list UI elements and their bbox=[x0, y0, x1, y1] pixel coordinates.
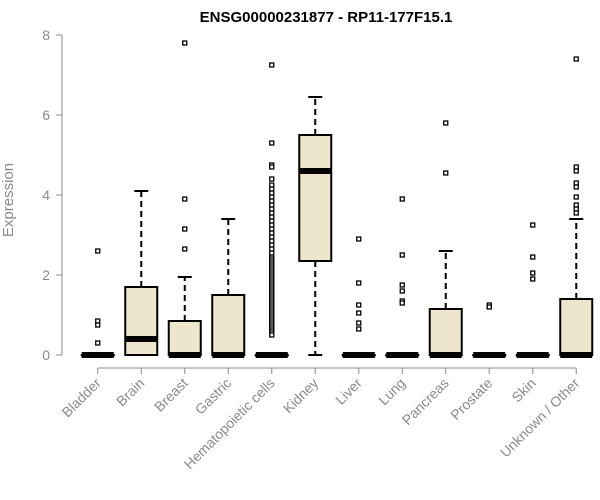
outlier-point bbox=[573, 210, 579, 216]
box-iqr bbox=[298, 134, 333, 262]
outlier-point bbox=[573, 168, 579, 174]
x-tick-label: Breast bbox=[151, 375, 191, 415]
y-tick-label: 4 bbox=[42, 187, 50, 203]
outlier-point bbox=[269, 164, 275, 170]
box-pancreas bbox=[428, 120, 463, 358]
x-tick-label: Kidney bbox=[280, 375, 322, 417]
outlier-point bbox=[443, 120, 449, 126]
box-gastric bbox=[211, 218, 246, 358]
outlier-point bbox=[399, 288, 405, 294]
outlier-point bbox=[269, 62, 275, 68]
outlier-point bbox=[269, 176, 275, 182]
outlier-point bbox=[356, 310, 362, 316]
outlier-point bbox=[356, 236, 362, 242]
x-tick-label: Unknown / Other bbox=[497, 375, 583, 461]
box-liver bbox=[341, 236, 376, 358]
y-tick-label: 6 bbox=[42, 107, 50, 123]
outlier-point bbox=[95, 340, 101, 346]
outlier-point bbox=[356, 320, 362, 326]
outlier-point bbox=[356, 280, 362, 286]
box-iqr bbox=[124, 286, 159, 356]
box-breast bbox=[167, 40, 202, 358]
x-tick-label: Lung bbox=[375, 375, 408, 408]
outlier-point bbox=[356, 326, 362, 332]
box-hematopoietic-cells bbox=[254, 62, 289, 358]
x-tick-label: Bladder bbox=[58, 375, 104, 421]
outlier-point bbox=[269, 140, 275, 146]
box-iqr bbox=[428, 308, 463, 356]
outlier-point bbox=[399, 196, 405, 202]
outlier-point bbox=[573, 194, 579, 200]
outlier-point bbox=[182, 226, 188, 232]
box-brain bbox=[124, 190, 159, 356]
box-unknown-other bbox=[559, 56, 594, 358]
box-lung bbox=[385, 196, 420, 358]
outlier-point bbox=[182, 196, 188, 202]
box-bladder bbox=[80, 248, 115, 358]
outlier-point bbox=[530, 270, 536, 276]
outlier-point bbox=[530, 254, 536, 260]
x-tick-label: Brain bbox=[113, 375, 147, 409]
y-tick-label: 8 bbox=[42, 27, 50, 43]
y-axis-title: Expression bbox=[0, 163, 17, 237]
chart-title: ENSG00000231877 - RP11-177F15.1 bbox=[200, 9, 453, 26]
box-iqr bbox=[167, 320, 202, 356]
outlier-point bbox=[95, 322, 101, 328]
outlier-point bbox=[182, 246, 188, 252]
y-axis: 0 2 4 6 8 bbox=[42, 27, 63, 363]
x-tick-label: Skin bbox=[508, 375, 539, 406]
outlier-point bbox=[269, 332, 275, 338]
outlier-point bbox=[530, 276, 536, 282]
box-skin bbox=[515, 222, 550, 358]
x-tick-label: Pancreas bbox=[399, 375, 452, 428]
outlier-point bbox=[95, 248, 101, 254]
outlier-point bbox=[356, 302, 362, 308]
x-tick-label: Gastric bbox=[192, 375, 235, 418]
outlier-point bbox=[530, 222, 536, 228]
outlier-point bbox=[399, 300, 405, 306]
x-tick-label: Prostate bbox=[447, 375, 495, 423]
outlier-point bbox=[399, 282, 405, 288]
box-iqr bbox=[211, 294, 246, 356]
box-prostate bbox=[472, 302, 507, 358]
outlier-point bbox=[443, 170, 449, 176]
box-iqr bbox=[559, 298, 594, 356]
y-tick-label: 0 bbox=[42, 347, 50, 363]
boxes-layer bbox=[80, 40, 594, 358]
outlier-point bbox=[399, 252, 405, 258]
outlier-point bbox=[182, 40, 188, 46]
y-tick-label: 2 bbox=[42, 267, 50, 283]
outlier-point bbox=[573, 184, 579, 190]
outlier-point bbox=[486, 304, 492, 310]
outlier-point bbox=[573, 56, 579, 62]
box-kidney bbox=[298, 96, 333, 356]
x-tick-label: Liver bbox=[332, 375, 365, 408]
